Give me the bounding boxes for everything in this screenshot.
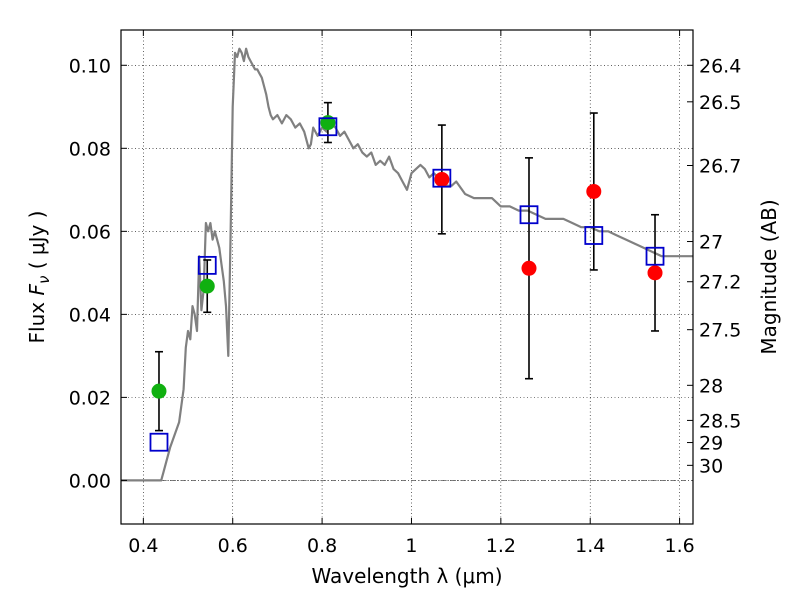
model-flux-square <box>519 205 539 225</box>
x-tick-label: 1.6 <box>664 535 694 557</box>
x-tick-label: 1 <box>405 535 417 557</box>
model-flux-square <box>432 168 452 188</box>
measured-flux-point <box>434 171 450 187</box>
x-tick-label: 0.6 <box>218 535 248 557</box>
x-tick-label: 1.4 <box>575 535 605 557</box>
y-tick-label: 0.10 <box>69 55 111 77</box>
mag-tick-label: 26.5 <box>699 92 741 114</box>
axis-ticks: 0.4 0.6 0.8 1 1.2 1.4 1.6 0.00 0.02 0.04 0.06 0.08 0… <box>69 30 741 557</box>
measured-flux-point <box>199 278 215 294</box>
plot-frame <box>120 29 694 525</box>
y-tick-label: 0.02 <box>69 387 111 409</box>
mag-tick-label: 27.5 <box>699 320 741 342</box>
y-tick-label: 0.00 <box>69 470 111 492</box>
model-flux-square <box>197 255 217 275</box>
measured-flux-point <box>151 383 167 399</box>
y-axis-label: Flux Fν ( μJy ) <box>25 211 53 344</box>
model-flux-square <box>645 246 665 266</box>
model-flux-square <box>149 432 169 452</box>
mag-tick-label: 27.2 <box>699 272 741 294</box>
model-flux-square <box>318 117 338 137</box>
mag-tick-label: 29 <box>699 433 723 455</box>
x-axis-label: Wavelength λ (μm) <box>311 564 502 588</box>
right-axis-label: Magnitude (AB) <box>757 199 781 354</box>
mag-tick-label: 28.5 <box>699 410 741 432</box>
model-flux-square <box>584 226 604 245</box>
y-tick-label: 0.04 <box>69 304 111 326</box>
mag-tick-label: 30 <box>699 455 723 477</box>
measured-flux-point <box>521 260 537 276</box>
mag-tick-label: 26.7 <box>699 156 741 178</box>
mag-tick-label: 27 <box>699 232 723 254</box>
x-tick-label: 0.4 <box>128 535 158 557</box>
y-tick-label: 0.06 <box>69 221 111 243</box>
y-tick-label: 0.08 <box>69 138 111 160</box>
measured-flux-point <box>320 115 336 131</box>
measured-flux-point <box>647 265 663 281</box>
x-tick-label: 1.2 <box>486 535 516 557</box>
plot-content <box>121 47 693 482</box>
x-tick-label: 0.8 <box>307 535 337 557</box>
mag-tick-label: 28 <box>699 375 723 397</box>
measured-flux-point <box>586 183 602 199</box>
mag-tick-label: 26.4 <box>699 55 741 77</box>
